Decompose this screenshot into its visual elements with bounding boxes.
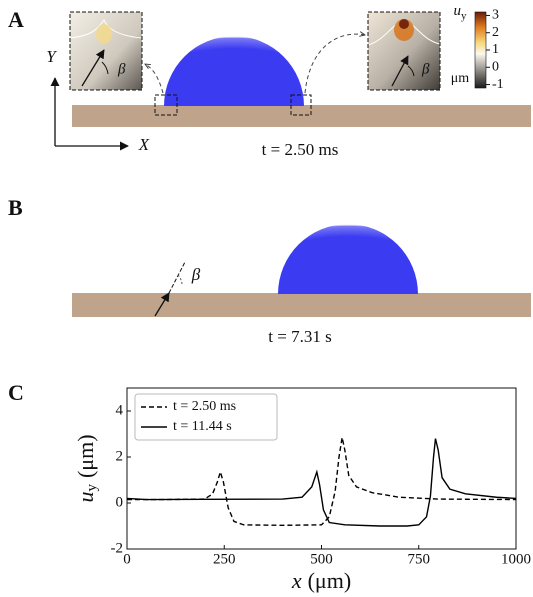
- zoom-arrow: [145, 64, 164, 94]
- colorbar: [474, 11, 487, 89]
- symbol: u: [73, 492, 98, 503]
- angle-arc: [176, 273, 183, 285]
- substrate: [72, 293, 531, 317]
- normal-extension: [168, 261, 186, 294]
- droplet: [164, 36, 304, 106]
- angle-label: β: [191, 265, 201, 284]
- legend-box: [134, 393, 278, 441]
- colorbar-tick-label: 2: [492, 25, 499, 40]
- colorbar-tick-label: 3: [492, 8, 499, 23]
- y-tick-label: -2: [111, 540, 124, 556]
- zoom-box: [290, 94, 312, 116]
- x-tick-label: 250: [213, 551, 236, 567]
- axis-name: Y: [46, 47, 57, 66]
- subscript: y: [84, 484, 100, 492]
- symbol: x: [291, 568, 302, 593]
- inset: β: [367, 11, 441, 91]
- substrate: [72, 105, 531, 127]
- y-axis-label: uy (μm): [73, 434, 100, 502]
- y-tick-label: 0: [116, 494, 124, 510]
- colorbar-unit: μm: [451, 71, 470, 86]
- time-label: t = 7.31 s: [268, 327, 331, 346]
- colorbar-tick-label: 0: [492, 59, 499, 74]
- unit: (μm): [308, 568, 352, 593]
- zoom-box: [154, 94, 178, 116]
- x-tick-label: 500: [310, 551, 333, 567]
- x-tick-label: 750: [408, 551, 431, 567]
- colorbar-tick-label: -1: [492, 77, 504, 92]
- angle-label: β: [421, 61, 430, 77]
- unit: (μm): [73, 434, 98, 478]
- colorbar-title: uy: [454, 3, 468, 21]
- x-tick-label: 0: [123, 551, 131, 567]
- inset: β: [69, 11, 143, 91]
- x-axis-label: x (μm): [291, 568, 351, 593]
- panel-label: A: [8, 7, 24, 32]
- panel-label: B: [8, 195, 23, 220]
- panel-label: C: [8, 380, 24, 405]
- droplet: [278, 224, 418, 294]
- normal-arrow: [154, 292, 170, 317]
- angle-label: β: [117, 61, 126, 77]
- time-label: t = 2.50 ms: [262, 140, 339, 159]
- series-line: [127, 437, 517, 527]
- colorbar-tick-label: 1: [492, 42, 499, 57]
- colorbar-ticks: 3 2 1 0 -1: [486, 8, 504, 92]
- y-tick-label: 4: [116, 402, 124, 418]
- subscript: y: [461, 10, 467, 22]
- x-tick-label: 1000: [501, 551, 531, 567]
- y-tick-label: 2: [116, 448, 124, 464]
- legend-label: t = 11.44 s: [173, 419, 232, 434]
- legend-label: t = 2.50 ms: [173, 399, 236, 414]
- zoom-arrow: [304, 34, 365, 94]
- symbol: u: [454, 3, 462, 19]
- series-line: [126, 438, 517, 527]
- axis-name: X: [138, 135, 150, 154]
